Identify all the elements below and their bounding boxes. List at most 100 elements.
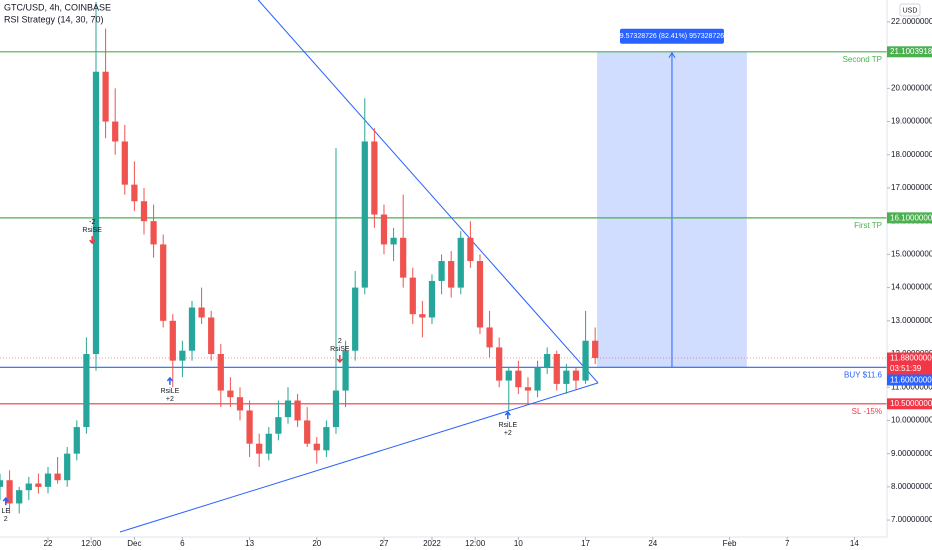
y-tick-label: 17.00000000	[891, 183, 932, 192]
strategy-name: RSI Strategy (14, 30, 70)	[4, 14, 104, 24]
candle-body	[179, 350, 186, 361]
level-name: First TP	[854, 221, 882, 230]
signal-label: 2	[4, 516, 8, 523]
candle-body	[582, 340, 589, 381]
candle-body	[188, 307, 196, 351]
x-tick-label: 14	[850, 539, 859, 548]
countdown: 03:51:39	[890, 364, 922, 373]
price-tag-box	[887, 212, 932, 224]
price-tag: 10.50000000	[890, 399, 932, 408]
x-tick-label: 24	[648, 539, 657, 548]
candle-body	[16, 490, 23, 504]
x-tick-label: 27	[380, 539, 389, 548]
candle-body	[198, 307, 205, 318]
price-tag: 16.10000000	[890, 213, 932, 222]
candle-body	[572, 370, 580, 381]
candle-body	[563, 370, 570, 384]
chart-title: GTC/USD, 4h, COINBASE	[4, 2, 111, 12]
position-label: 9.57328726 (82.41%) 957328726	[620, 33, 724, 40]
candle-body	[227, 390, 234, 398]
signal-arrow	[2, 496, 9, 506]
y-tick-label: 20.00000000	[891, 83, 932, 92]
candle-body	[102, 71, 109, 122]
signal-arrow	[336, 354, 343, 364]
candle-body	[448, 261, 455, 288]
candle-body	[140, 201, 148, 222]
signal-arrow	[504, 410, 511, 420]
candle-body	[476, 261, 484, 328]
candle-body	[294, 400, 301, 421]
candle-body	[352, 287, 359, 351]
candle-body	[592, 340, 599, 358]
level-name: SL -15%	[852, 407, 882, 416]
candle-body	[35, 483, 42, 487]
level-name: Second TP	[843, 55, 882, 64]
price-tag: 11.88000000	[890, 353, 932, 362]
candle-body	[457, 237, 464, 288]
candle-body	[313, 443, 320, 451]
candle-body	[208, 317, 215, 355]
candle-body	[54, 473, 61, 481]
price-tag-box	[887, 46, 932, 58]
y-tick-label: 14.00000000	[891, 283, 932, 292]
candle-body	[524, 387, 532, 391]
position-arrow-head	[668, 51, 676, 59]
signal-label: +2	[504, 430, 512, 437]
x-tick-label: 17	[581, 539, 590, 548]
price-tag: 21.10039187	[890, 47, 932, 56]
signal-label: -2	[89, 219, 95, 226]
candle-body	[256, 443, 263, 454]
candle-body	[486, 327, 493, 348]
candle-body	[371, 141, 378, 215]
candle-body	[6, 480, 13, 504]
signal-arrow	[89, 236, 96, 245]
candle-body	[92, 71, 100, 355]
signal-label: RsiSE	[330, 346, 350, 353]
candle-body	[160, 244, 167, 321]
candle-body	[0, 480, 4, 487]
position-label-box	[619, 28, 724, 44]
trendline	[119, 382, 599, 533]
price-tag: 11.60000000	[890, 375, 932, 384]
y-tick-label: 7.00000000	[891, 515, 932, 524]
candle-body	[121, 141, 128, 185]
x-tick-label: 20	[312, 539, 321, 548]
candle-body	[64, 453, 71, 481]
candle-body	[409, 277, 416, 315]
candle-body	[246, 410, 253, 444]
candle-body	[73, 427, 80, 454]
candle-body	[400, 237, 407, 278]
candle-body	[553, 354, 560, 384]
candle-body	[342, 350, 349, 391]
signal-label: RsiLE	[498, 422, 517, 429]
candle-body	[438, 261, 445, 281]
candle-body	[361, 141, 368, 288]
price-tag-box	[887, 352, 932, 375]
candle-body	[150, 221, 157, 245]
candle-body	[534, 367, 541, 391]
candle-body	[284, 400, 292, 418]
currency-box[interactable]	[899, 3, 921, 17]
x-tick-label: Feb	[723, 539, 737, 548]
y-tick-label: 18.00000000	[891, 150, 932, 159]
candle-body	[131, 184, 138, 202]
signal-label: RsiLE	[161, 388, 180, 395]
price-tag-box	[887, 374, 932, 386]
candle-body	[265, 433, 272, 454]
x-tick-label: 12:00	[465, 539, 486, 548]
trendline	[257, 0, 599, 384]
y-tick-label: 8.00000000	[891, 482, 932, 491]
candle-body	[304, 420, 311, 444]
candle-body	[505, 370, 512, 381]
candle-body	[467, 237, 474, 262]
candle-body	[112, 121, 119, 142]
y-tick-label: 11.00000000	[891, 382, 932, 391]
x-tick-label: 13	[245, 539, 254, 548]
y-tick-label: 15.00000000	[891, 249, 932, 258]
candle-body	[169, 320, 176, 361]
y-tick-label: 19.00000000	[891, 117, 932, 126]
candle-body	[515, 370, 522, 388]
x-tick-label: 6	[180, 539, 185, 548]
